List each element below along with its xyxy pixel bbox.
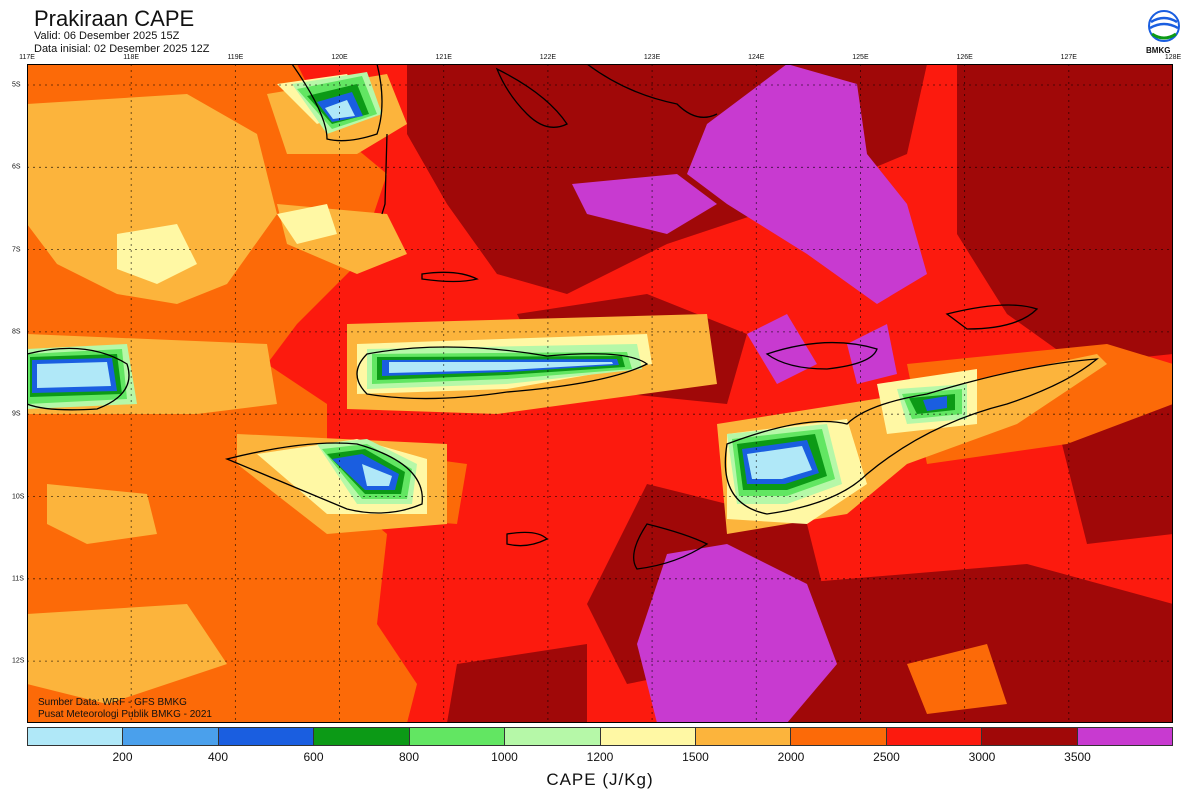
longitude-label: 128E — [1164, 54, 1182, 61]
longitude-label: 127E — [1060, 54, 1077, 61]
initial-time: Data inisial: 02 Desember 2025 12Z — [34, 43, 210, 55]
longitude-label: 123E — [643, 54, 661, 61]
latitude-label: 5S — [12, 81, 21, 89]
cape-legend-bar — [27, 727, 1173, 746]
legend-swatch — [505, 728, 601, 745]
legend-tick-label: 600 — [303, 750, 324, 764]
legend-swatch — [791, 728, 887, 745]
legend-tick-label: 2000 — [777, 750, 805, 764]
longitude-label: 118E — [123, 54, 140, 61]
longitude-label: 125E — [852, 54, 869, 61]
legend-tick-label: 3000 — [968, 750, 996, 764]
legend-swatch — [314, 728, 410, 745]
latitude-label: 10S — [12, 493, 25, 500]
legend-swatch — [218, 728, 315, 745]
legend-tick-label: 1200 — [586, 750, 614, 764]
longitude-label: 121E — [435, 54, 452, 61]
lat-lon-grid — [27, 64, 1173, 723]
latitude-label: 9S — [12, 410, 21, 418]
latitude-label: 7S — [12, 246, 21, 254]
longitude-label: 120E — [331, 54, 348, 61]
legend-tick-label: 1500 — [682, 750, 709, 764]
cape-magenta-zones — [572, 64, 927, 723]
legend-tick-label: 1000 — [491, 750, 518, 764]
source-line-1: Sumber Data: WRF - GFS BMKG — [38, 697, 187, 708]
map-title: Prakiraan CAPE — [34, 6, 195, 31]
latitude-label: 8S — [12, 328, 21, 336]
latitude-label: 6S — [12, 163, 21, 171]
legend-tick-label: 200 — [112, 750, 133, 764]
legend-swatch — [982, 728, 1078, 745]
legend-swatch — [28, 728, 124, 745]
legend-swatch — [695, 728, 792, 745]
legend-swatch — [1077, 728, 1173, 745]
longitude-label: 122E — [539, 54, 557, 61]
cape-light-blue-zones — [37, 100, 812, 486]
logo-text: BMKG — [1146, 46, 1171, 55]
longitude-label: 126E — [956, 54, 973, 61]
cape-map — [27, 64, 1173, 723]
legend-swatch — [600, 728, 696, 745]
legend-unit: CAPE (J/Kg) — [546, 770, 654, 789]
coastlines — [27, 64, 1099, 570]
legend-tick-label: 3500 — [1064, 750, 1091, 764]
longitude-label: 117E — [19, 54, 35, 61]
latitude-label: 12S — [12, 657, 25, 665]
longitude-label: 119E — [227, 54, 244, 61]
bmkg-logo-icon — [1148, 10, 1180, 42]
legend-tick-label: 400 — [207, 750, 229, 764]
longitude-label: 124E — [748, 54, 765, 61]
legend-tick-label: 2500 — [873, 750, 900, 764]
valid-time: Valid: 06 Desember 2025 15Z — [34, 30, 180, 42]
legend-swatch — [886, 728, 983, 745]
legend-swatch — [123, 728, 219, 745]
source-line-2: Pusat Meteorologi Publik BMKG - 2021 — [38, 709, 212, 720]
legend-swatch — [409, 728, 506, 745]
latitude-label: 11S — [12, 575, 24, 583]
legend-tick-label: 800 — [398, 750, 420, 764]
data-source: Sumber Data: WRF - GFS BMKG Pusat Meteor… — [38, 697, 212, 721]
